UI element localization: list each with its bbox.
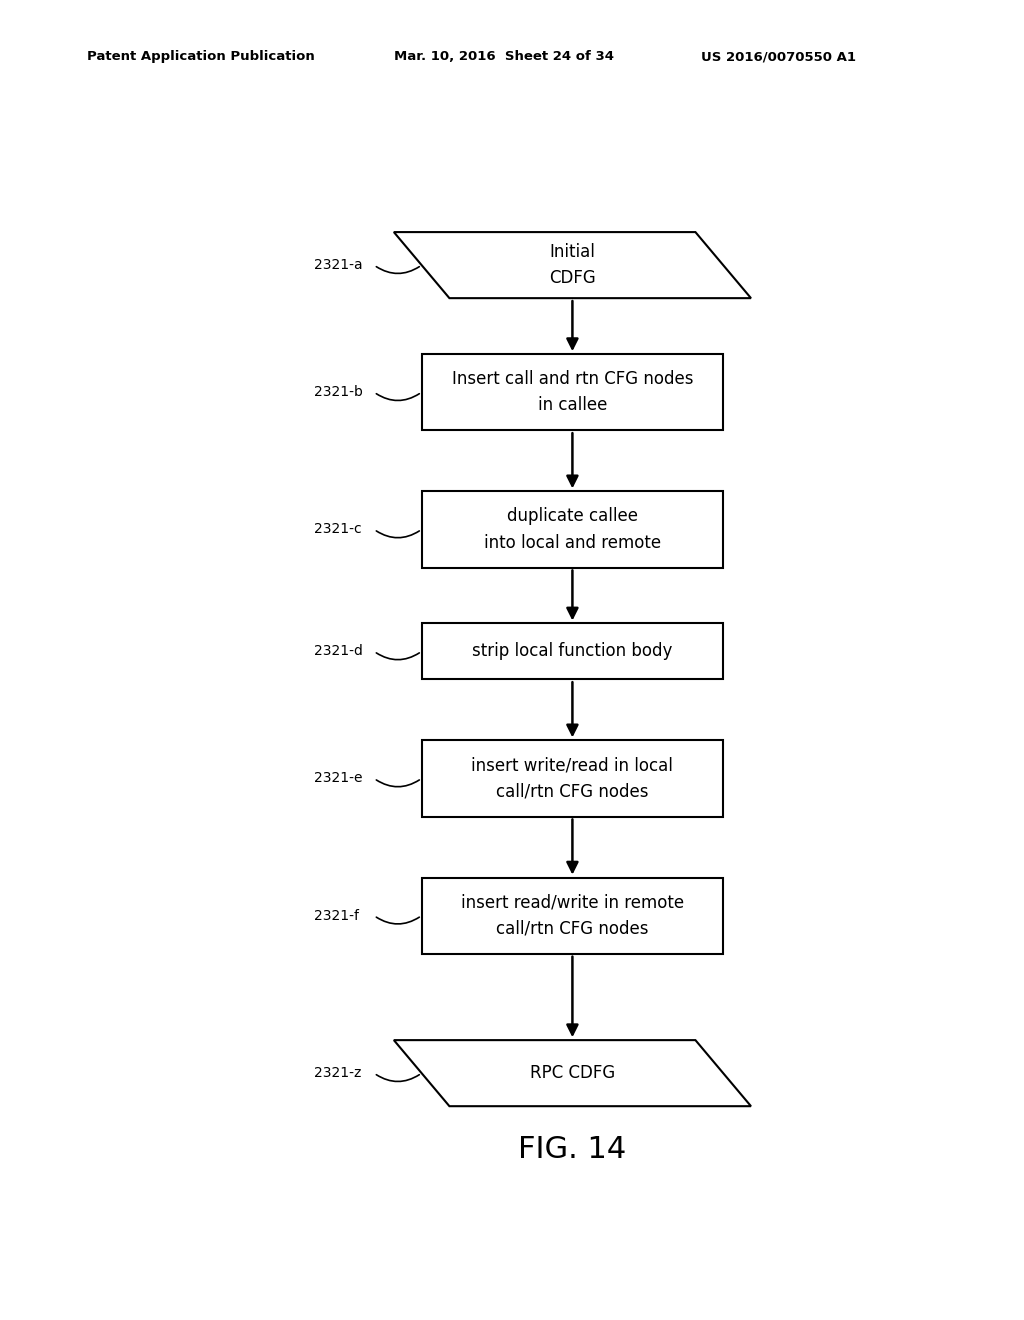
Text: FIG. 14: FIG. 14 [518, 1135, 627, 1164]
Text: duplicate callee
into local and remote: duplicate callee into local and remote [484, 507, 660, 552]
Text: 2321-e: 2321-e [314, 771, 362, 785]
Text: 2321-b: 2321-b [314, 385, 364, 399]
Text: 2321-z: 2321-z [314, 1067, 361, 1080]
Bar [422, 491, 723, 568]
Bar [422, 741, 723, 817]
Text: 2321-f: 2321-f [314, 908, 359, 923]
Text: 2321-d: 2321-d [314, 644, 364, 659]
Text: 2321-a: 2321-a [314, 259, 364, 272]
Bar [422, 878, 723, 954]
Text: 2321-c: 2321-c [314, 523, 362, 536]
Text: insert read/write in remote
call/rtn CFG nodes: insert read/write in remote call/rtn CFG… [461, 894, 684, 937]
Text: insert write/read in local
call/rtn CFG nodes: insert write/read in local call/rtn CFG … [471, 756, 674, 801]
Polygon shape [394, 232, 751, 298]
Text: Insert call and rtn CFG nodes
in callee: Insert call and rtn CFG nodes in callee [452, 370, 693, 414]
Text: strip local function body: strip local function body [472, 643, 673, 660]
Bar [422, 354, 723, 430]
Text: RPC CDFG: RPC CDFG [529, 1064, 615, 1082]
Text: Patent Application Publication: Patent Application Publication [87, 50, 314, 63]
Polygon shape [394, 1040, 751, 1106]
Text: US 2016/0070550 A1: US 2016/0070550 A1 [701, 50, 856, 63]
Text: Initial
CDFG: Initial CDFG [549, 243, 596, 288]
Text: Mar. 10, 2016  Sheet 24 of 34: Mar. 10, 2016 Sheet 24 of 34 [394, 50, 614, 63]
Bar [422, 623, 723, 680]
